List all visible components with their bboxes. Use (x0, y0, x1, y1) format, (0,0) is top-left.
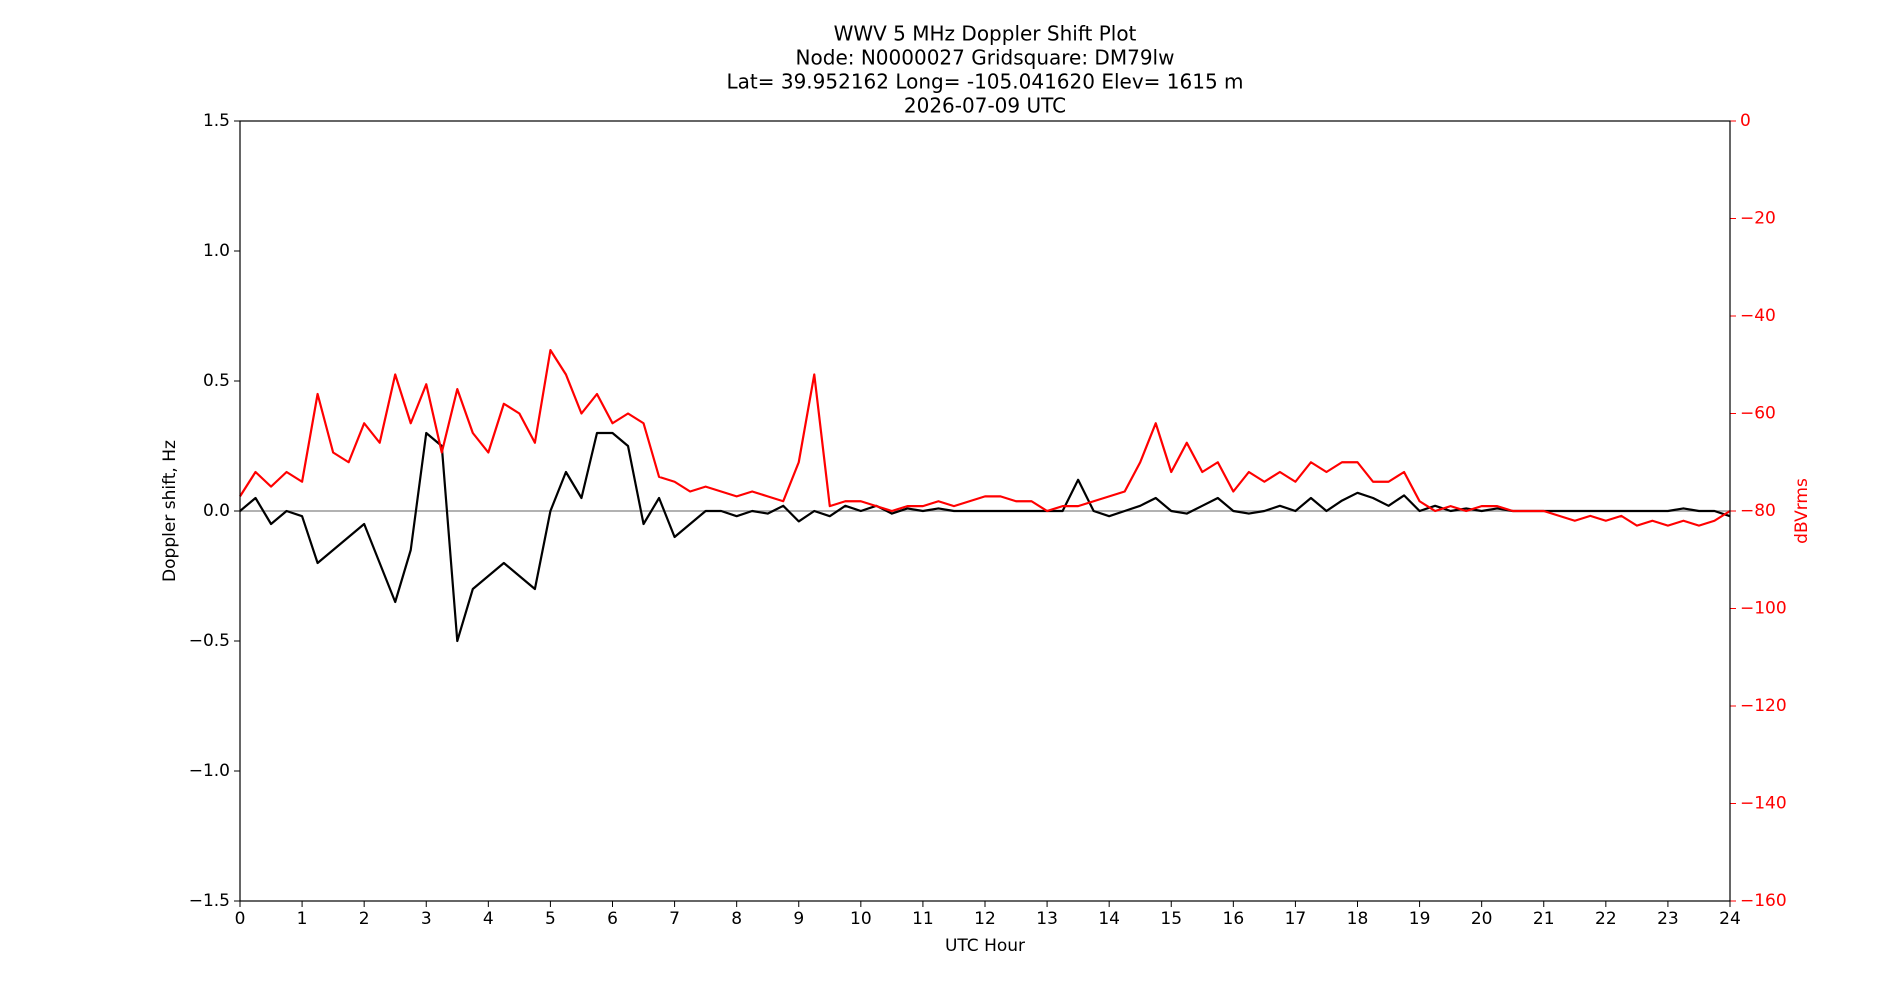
x-tick-label: 24 (1719, 909, 1741, 929)
x-tick-label: 6 (607, 909, 618, 929)
chart-title: Node: N0000027 Gridsquare: DM79lw (796, 46, 1175, 70)
x-tick-label: 20 (1471, 909, 1493, 929)
y-tick-label: −1.0 (189, 761, 230, 781)
x-tick-label: 13 (1036, 909, 1058, 929)
x-tick-label: 7 (669, 909, 680, 929)
x-tick-label: 5 (545, 909, 556, 929)
x-tick-label: 3 (421, 909, 432, 929)
y2-tick-label: −20 (1740, 209, 1776, 229)
x-tick-label: 10 (850, 909, 872, 929)
x-tick-label: 22 (1595, 909, 1617, 929)
x-tick-label: 23 (1657, 909, 1679, 929)
x-tick-label: 17 (1285, 909, 1307, 929)
plot-frame (239, 120, 1731, 902)
y-tick-label: 0.0 (203, 501, 230, 521)
y-tick-label: −1.5 (189, 891, 230, 911)
y2-tick-label: −60 (1740, 404, 1776, 424)
series-line (239, 349, 1731, 527)
y2-axis-label: dBVrms (1792, 478, 1812, 544)
y2-tick-label: −40 (1740, 306, 1776, 326)
y2-tick-label: 0 (1740, 111, 1751, 131)
y-axis-label: Doppler shift, Hz (160, 440, 180, 582)
y-tick-label: −0.5 (189, 631, 230, 651)
y2-tick-label: −160 (1740, 891, 1787, 911)
y2-tick-label: −100 (1740, 599, 1787, 619)
chart-title: WWV 5 MHz Doppler Shift Plot (834, 22, 1137, 46)
x-tick-label: 12 (974, 909, 996, 929)
chart-title: 2026-07-09 UTC (904, 94, 1066, 118)
x-tick-label: 15 (1160, 909, 1182, 929)
x-tick-label: 1 (297, 909, 308, 929)
x-tick-label: 18 (1347, 909, 1369, 929)
y2-tick-label: −80 (1740, 501, 1776, 521)
x-tick-label: 9 (793, 909, 804, 929)
x-tick-label: 0 (235, 909, 246, 929)
x-tick-label: 16 (1223, 909, 1245, 929)
x-axis-label: UTC Hour (945, 936, 1025, 956)
chart-title: Lat= 39.952162 Long= -105.041620 Elev= 1… (726, 70, 1243, 94)
y2-tick-label: −120 (1740, 696, 1787, 716)
y-tick-label: 0.5 (203, 371, 230, 391)
x-tick-label: 19 (1409, 909, 1431, 929)
x-tick-label: 4 (483, 909, 494, 929)
x-tick-label: 14 (1098, 909, 1120, 929)
y-tick-label: 1.0 (203, 241, 230, 261)
x-tick-label: 2 (359, 909, 370, 929)
x-tick-label: 11 (912, 909, 934, 929)
y2-tick-label: −140 (1740, 794, 1787, 814)
x-tick-label: 21 (1533, 909, 1555, 929)
y-tick-label: 1.5 (203, 111, 230, 131)
series-line (239, 431, 1731, 643)
x-tick-label: 8 (731, 909, 742, 929)
